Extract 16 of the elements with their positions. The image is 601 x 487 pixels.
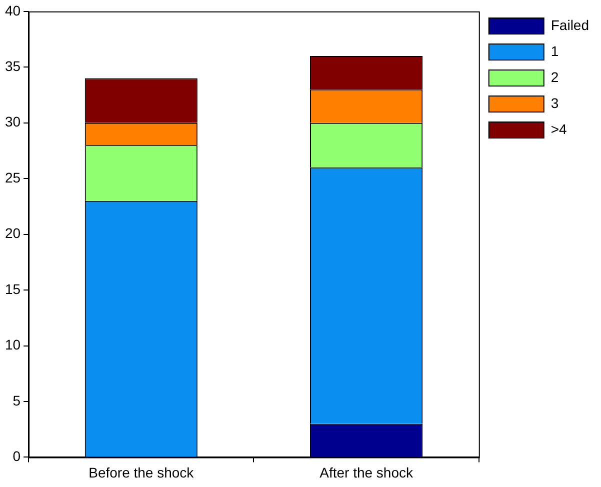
x-tick-label: Before the shock	[88, 464, 195, 480]
legend-label: 1	[550, 42, 559, 59]
y-tick-label: 35	[4, 58, 21, 74]
y-tick-label: 20	[4, 225, 21, 242]
y-tick-label: 30	[4, 114, 21, 130]
legend-label: 3	[550, 94, 559, 111]
y-tick-label: 0	[12, 448, 21, 464]
legend-label: >4	[550, 120, 568, 137]
legend-label: 2	[550, 68, 559, 85]
y-tick-label: 25	[4, 169, 21, 186]
y-tick-label: 5	[12, 392, 21, 408]
x-tick-label: After the shock	[320, 464, 414, 480]
y-tick-label: 40	[4, 2, 21, 18]
y-tick-label: 10	[4, 336, 21, 353]
legend-label: Failed	[550, 16, 590, 33]
y-tick-label: 15	[4, 280, 21, 297]
